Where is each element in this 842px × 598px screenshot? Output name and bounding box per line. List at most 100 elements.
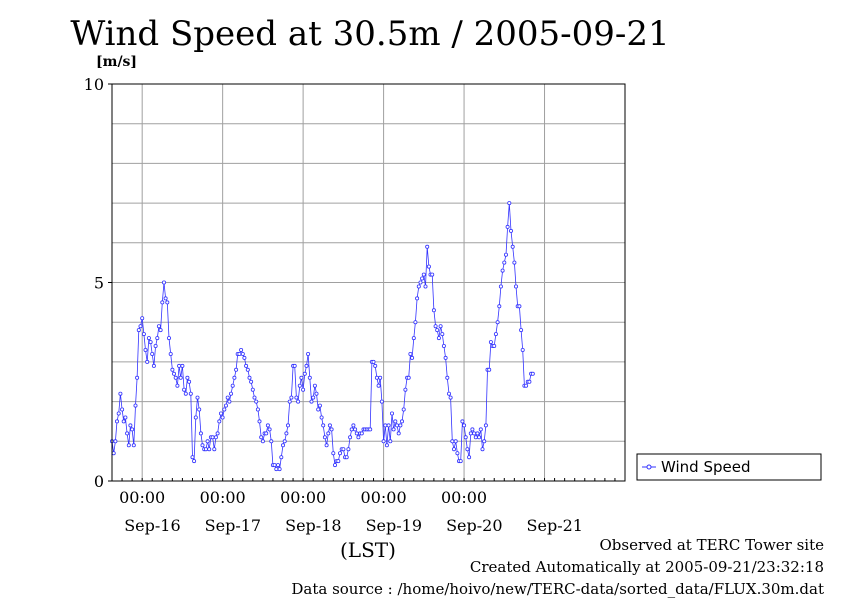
- data-point: [284, 431, 289, 436]
- data-point: [166, 336, 171, 341]
- y-tick-label: 5: [94, 274, 104, 293]
- data-point: [212, 447, 217, 452]
- data-point: [113, 439, 118, 444]
- data-point: [438, 324, 443, 329]
- data-point: [118, 391, 123, 396]
- data-point: [498, 284, 503, 289]
- data-point: [508, 228, 513, 233]
- data-point: [220, 415, 225, 420]
- data-point: [326, 431, 331, 436]
- footer-observed-site: Observed at TERC Tower site: [599, 536, 824, 554]
- data-point: [393, 419, 398, 424]
- data-point: [242, 355, 247, 360]
- data-point: [190, 455, 195, 460]
- x-tick-label: 00:00: [119, 488, 165, 507]
- data-point: [302, 371, 307, 376]
- data-point: [500, 268, 505, 273]
- y-tick-label: 10: [84, 75, 104, 94]
- data-point: [193, 415, 198, 420]
- data-point: [175, 383, 180, 388]
- data-point: [426, 264, 431, 269]
- chart-title: Wind Speed at 30.5m / 2005-09-21: [70, 14, 670, 54]
- data-point: [527, 379, 532, 384]
- data-point: [177, 363, 182, 368]
- data-point: [475, 431, 480, 436]
- data-point: [467, 455, 472, 460]
- data-point: [324, 443, 329, 448]
- data-point: [316, 407, 321, 412]
- data-point: [274, 467, 279, 472]
- x-tick-label: 00:00: [361, 488, 407, 507]
- data-point: [168, 351, 173, 356]
- data-point: [120, 407, 125, 412]
- data-point: [180, 363, 185, 368]
- data-point: [344, 455, 349, 460]
- data-point: [123, 415, 128, 420]
- footer-data-source: Data source : /home/hoivo/new/TERC-data/…: [291, 580, 824, 598]
- data-point: [296, 399, 301, 404]
- data-point: [153, 343, 158, 348]
- data-point: [376, 383, 381, 388]
- x-tick-label: 00:00: [441, 488, 487, 507]
- data-point: [222, 407, 227, 412]
- data-point: [430, 272, 435, 277]
- data-point: [495, 320, 500, 325]
- data-point: [505, 224, 510, 229]
- data-point: [460, 419, 465, 424]
- data-point: [143, 347, 148, 352]
- data-point: [374, 375, 379, 380]
- data-point: [232, 375, 237, 380]
- data-point: [237, 351, 242, 356]
- data-point: [155, 336, 160, 341]
- data-point: [225, 395, 230, 400]
- data-point: [135, 375, 140, 380]
- data-point: [398, 423, 403, 428]
- data-point: [264, 431, 269, 436]
- data-point: [210, 435, 215, 440]
- data-point: [294, 395, 299, 400]
- data-point: [503, 252, 508, 257]
- data-point: [502, 260, 507, 265]
- data-point: [413, 320, 418, 325]
- x-date-label: Sep-21: [527, 516, 583, 535]
- data-point: [399, 419, 404, 424]
- data-point: [493, 332, 498, 337]
- data-point: [314, 391, 319, 396]
- data-point: [170, 367, 175, 372]
- data-point: [483, 423, 488, 428]
- legend: Wind Speed: [636, 453, 822, 481]
- data-point: [349, 427, 354, 432]
- data-point: [125, 431, 130, 436]
- data-point: [441, 343, 446, 348]
- data-point: [111, 451, 116, 456]
- data-point: [436, 336, 441, 341]
- data-point: [406, 375, 411, 380]
- data-point: [205, 439, 210, 444]
- data-point: [148, 340, 153, 345]
- data-point: [265, 423, 270, 428]
- data-point: [289, 395, 294, 400]
- data-point: [482, 439, 487, 444]
- data-point: [252, 395, 257, 400]
- data-point: [487, 367, 492, 372]
- data-point: [418, 280, 423, 285]
- data-point: [160, 300, 165, 305]
- data-point: [492, 343, 497, 348]
- data-point: [517, 304, 522, 309]
- data-point: [198, 431, 203, 436]
- data-point: [458, 459, 463, 464]
- data-point: [121, 419, 126, 424]
- data-point: [145, 359, 150, 364]
- legend-box: [636, 453, 822, 481]
- data-point: [507, 201, 512, 206]
- data-point: [116, 411, 121, 416]
- data-point: [275, 463, 280, 468]
- data-point: [435, 328, 440, 333]
- legend-label-wind-speed: Wind Speed: [661, 458, 751, 476]
- data-point: [472, 431, 477, 436]
- data-point: [455, 451, 460, 456]
- data-point: [185, 375, 190, 380]
- data-point: [341, 447, 346, 452]
- x-date-label: Sep-20: [446, 516, 502, 535]
- data-point: [140, 316, 145, 321]
